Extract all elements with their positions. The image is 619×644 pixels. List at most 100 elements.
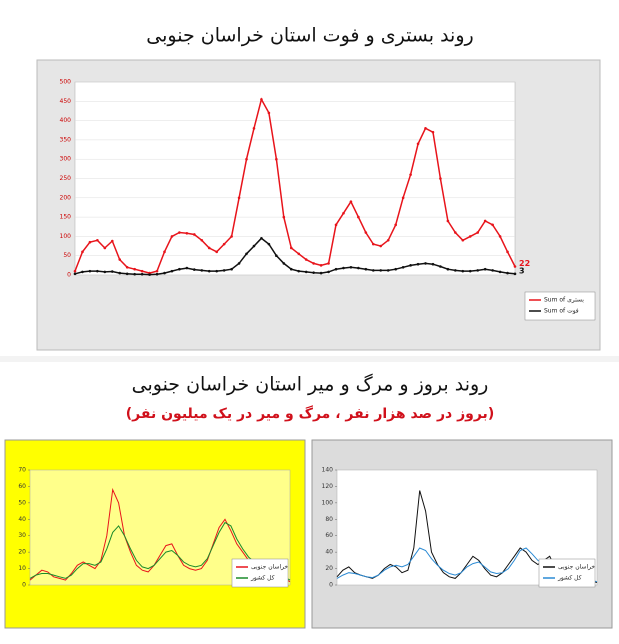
point bbox=[230, 235, 233, 238]
point bbox=[364, 231, 368, 234]
point bbox=[372, 269, 375, 272]
point bbox=[178, 267, 181, 271]
point bbox=[222, 269, 226, 272]
point bbox=[185, 232, 189, 235]
point bbox=[267, 111, 271, 115]
point bbox=[260, 237, 263, 240]
point bbox=[439, 265, 442, 268]
point bbox=[245, 157, 248, 161]
y-tick-label: 400 bbox=[60, 117, 72, 124]
y-tick-label: 150 bbox=[60, 214, 72, 221]
point bbox=[222, 242, 226, 246]
y-tick-label: 20 bbox=[18, 549, 26, 556]
y-tick-label: 200 bbox=[60, 194, 72, 201]
point bbox=[476, 231, 480, 234]
point bbox=[386, 238, 390, 242]
point bbox=[73, 272, 77, 276]
y-tick-label: 300 bbox=[60, 156, 72, 163]
point bbox=[357, 215, 360, 219]
point bbox=[312, 262, 315, 265]
point bbox=[81, 270, 84, 274]
point bbox=[125, 265, 129, 269]
point bbox=[416, 142, 420, 146]
legend-label: Sum of فوت bbox=[544, 308, 579, 315]
point bbox=[193, 268, 196, 271]
point bbox=[170, 235, 174, 238]
point bbox=[133, 267, 136, 271]
y-tick-label: 250 bbox=[60, 175, 72, 182]
point bbox=[193, 233, 196, 236]
point bbox=[140, 269, 144, 273]
point bbox=[282, 215, 286, 219]
point bbox=[446, 219, 450, 223]
point bbox=[491, 223, 494, 227]
y-tick-label: 60 bbox=[18, 483, 26, 490]
data-label: 3 bbox=[519, 266, 525, 275]
point bbox=[401, 196, 405, 200]
y-tick-label: 0 bbox=[67, 272, 71, 279]
point bbox=[498, 270, 502, 274]
point bbox=[513, 265, 517, 268]
point bbox=[110, 270, 114, 273]
divider bbox=[0, 356, 619, 362]
point bbox=[394, 223, 397, 227]
point bbox=[207, 269, 211, 273]
data-label: 22 bbox=[519, 259, 530, 268]
legend-label: Sum of بستری bbox=[544, 297, 584, 304]
point bbox=[207, 246, 211, 250]
point bbox=[275, 157, 278, 161]
point bbox=[282, 262, 286, 265]
point bbox=[424, 262, 427, 265]
point bbox=[379, 244, 383, 248]
y-tick-label: 40 bbox=[18, 516, 26, 523]
legend-label: خراسان جنوبی bbox=[251, 564, 288, 571]
point bbox=[96, 238, 99, 242]
point bbox=[468, 269, 472, 273]
point bbox=[349, 265, 353, 269]
point bbox=[260, 98, 263, 101]
point bbox=[245, 252, 248, 256]
y-tick-label: 50 bbox=[18, 499, 26, 506]
y-tick-label: 140 bbox=[322, 467, 334, 474]
point bbox=[163, 250, 166, 254]
point bbox=[125, 272, 129, 276]
point bbox=[372, 242, 375, 246]
point bbox=[409, 173, 412, 176]
point bbox=[155, 269, 159, 273]
point bbox=[297, 252, 301, 256]
point bbox=[215, 250, 218, 254]
point bbox=[200, 269, 204, 272]
y-tick-label: 70 bbox=[18, 467, 26, 474]
point bbox=[506, 250, 509, 254]
point bbox=[200, 238, 204, 242]
section-title: روند بروز و مرگ و میر استان خراسان جنوبی bbox=[132, 374, 489, 396]
y-tick-label: 20 bbox=[325, 565, 333, 572]
y-tick-label: 100 bbox=[60, 233, 72, 240]
legend-label: کل کشور bbox=[250, 575, 275, 582]
point bbox=[364, 267, 368, 271]
point bbox=[342, 211, 345, 215]
point bbox=[334, 267, 338, 271]
point bbox=[304, 270, 308, 274]
point bbox=[103, 270, 107, 274]
point bbox=[96, 269, 99, 273]
point bbox=[275, 254, 278, 257]
point bbox=[439, 177, 442, 180]
point bbox=[237, 196, 241, 200]
legend-label: کل کشور bbox=[557, 575, 582, 582]
point bbox=[81, 250, 84, 254]
point bbox=[304, 258, 308, 261]
y-tick-label: 500 bbox=[60, 79, 72, 86]
point bbox=[327, 270, 330, 274]
point bbox=[349, 200, 353, 203]
y-tick-label: 100 bbox=[322, 499, 334, 506]
y-tick-label: 450 bbox=[60, 98, 72, 105]
point bbox=[498, 235, 502, 238]
point bbox=[491, 269, 494, 272]
point bbox=[483, 267, 487, 271]
point bbox=[252, 127, 256, 130]
chart-title: روند بستری و فوت استان خراسان جنوبی bbox=[146, 25, 473, 47]
series-line bbox=[29, 487, 291, 583]
point bbox=[416, 262, 420, 266]
